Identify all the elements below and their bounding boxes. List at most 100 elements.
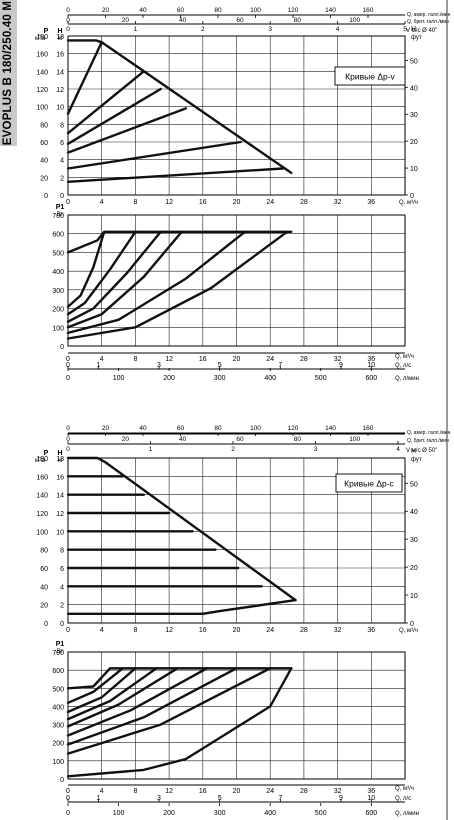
head-p-label: P <box>44 450 49 457</box>
ls-tick-label: 1 <box>96 362 100 369</box>
head-x-tick-label: 16 <box>199 199 207 206</box>
head-curve-4 <box>66 87 162 145</box>
igpm-tick-label: 20 <box>122 17 130 24</box>
lmin-tick-label: 600 <box>365 810 377 817</box>
ls-tick-label: 3 <box>157 795 161 802</box>
chart-title-box <box>334 66 406 86</box>
velocity-tick-label: 0 <box>66 446 70 453</box>
m3h-tick-label: 0 <box>66 356 70 363</box>
head-m-label: м <box>58 458 62 464</box>
head-chart: PкПаHм0204060801001201401601800246810121… <box>35 448 422 634</box>
gpm-tick-label: 160 <box>363 425 374 432</box>
ls-tick-label: 10 <box>367 362 375 369</box>
head-m-tick: 4 <box>60 158 64 165</box>
ls-tick-label: 7 <box>278 795 282 802</box>
lmin-tick-label: 500 <box>315 375 327 382</box>
head-kpa-tick: 20 <box>40 175 48 182</box>
lmin-tick-label: 400 <box>264 375 276 382</box>
power-curve-3 <box>66 667 137 714</box>
m3h-tick-label: 32 <box>334 788 342 795</box>
power-curve-4 <box>66 230 162 323</box>
head-m-label: м <box>58 36 62 42</box>
power-y-tick-label: 200 <box>52 741 64 748</box>
power-y-tick-label: 400 <box>52 704 64 711</box>
power-p1-label: P1 <box>56 641 65 648</box>
gpm-tick-label: 80 <box>214 7 222 14</box>
igpm-tick-label: 100 <box>349 436 360 443</box>
gpm-tick-label: 80 <box>214 425 222 432</box>
velocity-tick-label: 1 <box>134 26 138 33</box>
m3h-tick-label: 36 <box>367 788 375 795</box>
power-y-tick-label: 600 <box>52 668 64 675</box>
head-kpa-tick: 100 <box>36 105 48 112</box>
power-curve-7 <box>66 230 289 340</box>
head-kpa-tick: 120 <box>36 87 48 94</box>
head-kpa-tick: 140 <box>36 69 48 76</box>
lmin-tick-label: 100 <box>113 810 125 817</box>
head-ft-label: фут <box>411 35 422 41</box>
head-right-h-label: H <box>411 448 416 455</box>
power-y-tick-label: 600 <box>52 232 64 239</box>
gpm-tick-label: 20 <box>102 7 110 14</box>
head-m-tick: 18 <box>56 456 64 463</box>
gpm-tick-label: 120 <box>288 425 299 432</box>
head-curve-3 <box>66 70 145 135</box>
chart-title: Кривые Δp-c <box>344 479 394 489</box>
head-x-tick-label: 24 <box>266 627 274 634</box>
m3h-axis-label: Q, м³/ч <box>395 786 414 792</box>
head-ft-tick-label: 40 <box>410 509 418 516</box>
gpm-tick-label: 40 <box>139 425 147 432</box>
head-m-tick: 16 <box>56 52 64 59</box>
lmin-axis-label: Q, л/мин <box>395 376 419 382</box>
m3h-tick-label: 36 <box>367 356 375 363</box>
igpm-tick-label: 0 <box>66 17 70 24</box>
head-kpa-tick: 60 <box>40 140 48 147</box>
gpm-tick-label: 140 <box>325 7 336 14</box>
m3h-tick-label: 12 <box>165 356 173 363</box>
head-x-tick-label: 32 <box>334 627 342 634</box>
m3h-tick-label: 16 <box>199 788 207 795</box>
power-curve-2 <box>66 230 106 308</box>
head-m-tick: 4 <box>60 584 64 591</box>
m3h-tick-label: 8 <box>133 788 137 795</box>
gpm-axis-label: Q, амер. галл./мин <box>407 430 451 436</box>
head-ft-tick-label: 10 <box>410 166 418 173</box>
head-x-tick-label: 28 <box>300 199 308 206</box>
head-m-tick: 0 <box>60 621 64 628</box>
head-x-tick-label: 32 <box>334 199 342 206</box>
head-x-tick-label: 4 <box>100 627 104 634</box>
power-y-tick-label: 300 <box>52 723 64 730</box>
head-x-tick-label: 20 <box>233 199 241 206</box>
head-kpa-tick: 40 <box>40 158 48 165</box>
head-curve-9 <box>66 598 297 615</box>
head-x-tick-label: 28 <box>300 627 308 634</box>
head-frame <box>67 457 406 624</box>
power-frame <box>67 214 406 347</box>
igpm-tick-label: 40 <box>179 17 187 24</box>
head-ft-tick-label: 0 <box>410 193 414 200</box>
velocity-tick-label: 4 <box>336 26 340 33</box>
ls-tick-label: 3 <box>157 362 161 369</box>
power-curve-1 <box>66 230 293 254</box>
lmin-tick-label: 600 <box>365 375 377 382</box>
head-x-label: Q, м³/ч <box>399 628 418 634</box>
head-x-tick-label: 8 <box>133 199 137 206</box>
gpm-tick-label: 20 <box>102 425 110 432</box>
velocity-tick-label: 3 <box>268 26 272 33</box>
head-ft-tick-label: 10 <box>410 593 418 600</box>
m3h-tick-label: 28 <box>300 356 308 363</box>
power-unit-label: Вт <box>57 649 64 655</box>
power-curve-5 <box>66 667 179 728</box>
igpm-tick-label: 100 <box>349 17 360 24</box>
ls-axis-label: Q, л/с <box>395 363 411 369</box>
velocity-tick-label: 5 <box>403 26 407 33</box>
head-ft-tick-label: 30 <box>410 537 418 544</box>
head-x-tick-label: 20 <box>233 627 241 634</box>
gpm-tick-label: 0 <box>66 7 70 14</box>
side-band <box>0 0 17 146</box>
igpm-tick-label: 60 <box>236 436 244 443</box>
head-m-tick: 8 <box>60 122 64 129</box>
